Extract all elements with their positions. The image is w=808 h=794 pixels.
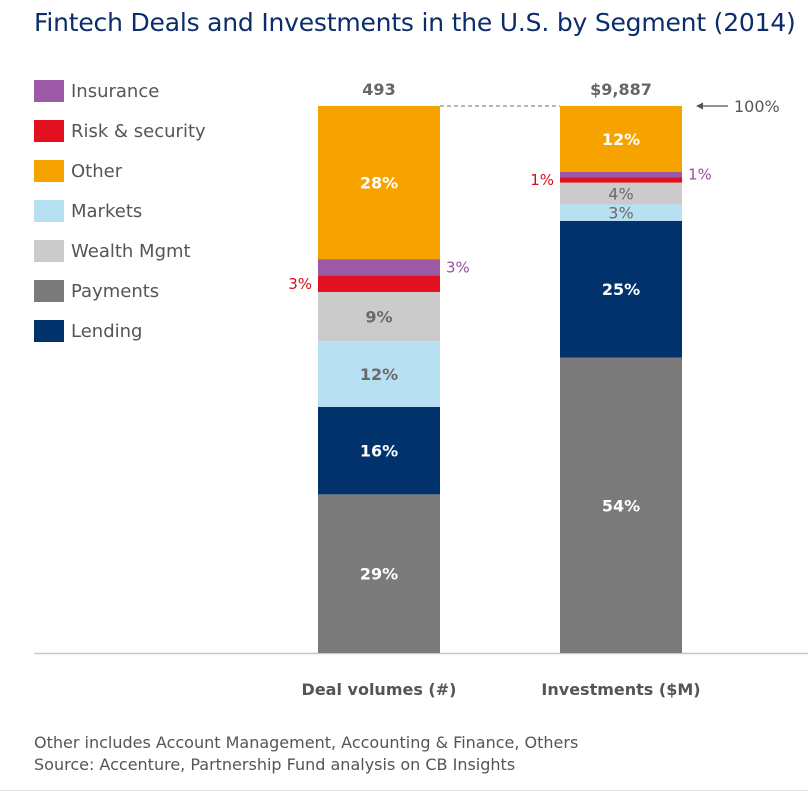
- legend-label-lending: Lending: [71, 321, 143, 342]
- bar-insurance-deals: [318, 259, 440, 276]
- data-label-insurance-investments: 1%: [688, 165, 712, 183]
- bar-total-investments: $9,887: [590, 80, 652, 99]
- legend-label-other: Other: [71, 161, 123, 182]
- bar-wealth-mgmt-deals: [318, 291, 440, 342]
- bar-wealth-mgmt-investments: [560, 182, 682, 205]
- x-tick-label-deals: Deal volumes (#): [302, 680, 457, 699]
- legend-label-insurance: Insurance: [71, 81, 160, 102]
- legend-label-wealth-mgmt: Wealth Mgmt: [71, 241, 191, 262]
- bar-other-investments: [560, 106, 682, 172]
- bar-payments-deals: [318, 494, 440, 653]
- legend-label-payments: Payments: [71, 281, 160, 302]
- legend-swatch-markets: [34, 200, 64, 222]
- bar-lending-deals: [318, 406, 440, 495]
- bar-other-deals: [318, 106, 440, 260]
- bar-markets-investments: [560, 204, 682, 221]
- data-label-wealth-mgmt-investments: 4%: [608, 185, 633, 204]
- legend-swatch-wealth-mgmt: [34, 240, 64, 262]
- data-label-markets-investments: 3%: [608, 204, 633, 223]
- legend-swatch-insurance: [34, 80, 64, 102]
- footnote-source: Source: Accenture, Partnership Fund anal…: [34, 755, 516, 774]
- legend-swatch-payments: [34, 280, 64, 302]
- data-label-other-investments: 12%: [602, 130, 640, 149]
- data-label-lending-deals: 16%: [360, 442, 398, 461]
- legend-swatch-lending: [34, 320, 64, 342]
- footnote-other-definition: Other includes Account Management, Accou…: [34, 733, 579, 752]
- bar-insurance-investments: [560, 171, 682, 178]
- footnote: Other includes Account Management, Accou…: [34, 732, 578, 776]
- reference-label-100: 100%: [734, 97, 780, 116]
- legend-label-markets: Markets: [71, 201, 143, 222]
- data-label-payments-investments: 54%: [602, 496, 640, 515]
- data-label-other-deals: 28%: [360, 174, 398, 193]
- data-label-risk-security-deals: 3%: [288, 275, 312, 293]
- x-tick-label-investments: Investments ($M): [541, 680, 700, 699]
- chart-title: Fintech Deals and Investments in the U.S…: [34, 8, 796, 37]
- legend-swatch-other: [34, 160, 64, 182]
- legend-label-risk-security: Risk & security: [71, 121, 206, 142]
- data-label-markets-deals: 12%: [360, 365, 398, 384]
- bottom-divider: [0, 790, 808, 791]
- bar-payments-investments: [560, 357, 682, 653]
- data-label-risk-security-investments: 1%: [530, 171, 554, 189]
- data-label-lending-investments: 25%: [602, 280, 640, 299]
- bar-risk-security-investments: [560, 177, 682, 183]
- data-label-wealth-mgmt-deals: 9%: [365, 308, 392, 327]
- data-label-insurance-deals: 3%: [446, 258, 470, 276]
- legend-swatch-risk-security: [34, 120, 64, 142]
- stacked-bar-chart: 29% 16% 12% 9% 3% 3% 28% 493 Deal volumes (#) 54%…: [34, 80, 808, 699]
- bar-total-deals: 493: [362, 80, 395, 99]
- reference-arrow-head: [696, 102, 703, 110]
- bar-markets-deals: [318, 341, 440, 407]
- bar-lending-investments: [560, 220, 682, 358]
- bar-risk-security-deals: [318, 275, 440, 292]
- data-label-payments-deals: 29%: [360, 565, 398, 584]
